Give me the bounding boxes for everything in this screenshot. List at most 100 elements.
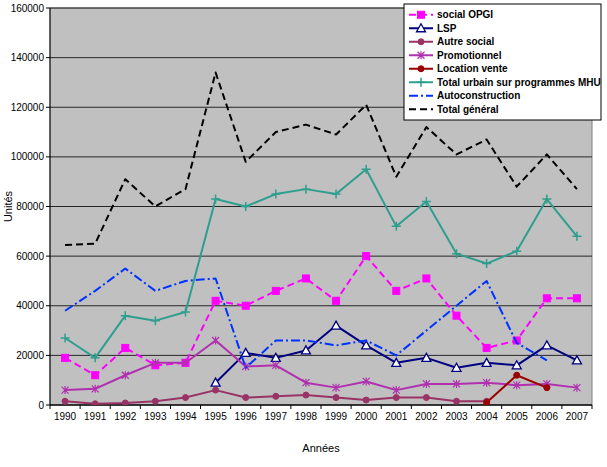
y-tick	[46, 405, 50, 406]
x-tick-boundary	[411, 405, 412, 409]
x-tick-label: 1999	[325, 411, 348, 422]
point	[122, 344, 129, 351]
point	[482, 358, 491, 366]
legend-marker	[417, 24, 426, 32]
point	[363, 397, 369, 403]
series-line	[65, 73, 577, 245]
legend-label: social OPGI	[437, 9, 493, 20]
point	[514, 372, 520, 378]
series-line	[487, 375, 547, 402]
point	[62, 386, 69, 394]
y-tick-label: 100000	[11, 151, 45, 162]
x-tick-boundary	[441, 405, 442, 409]
legend-swatch	[409, 108, 433, 110]
x-tick-boundary	[140, 405, 141, 409]
legend-marker	[418, 66, 424, 72]
point	[542, 195, 551, 204]
point	[423, 395, 429, 401]
legend: social OPGILSPAutre socialPromotionnelLo…	[404, 4, 601, 120]
x-tick-boundary	[200, 405, 201, 409]
point	[242, 302, 249, 309]
point	[543, 295, 550, 302]
point	[303, 392, 309, 398]
x-tick-boundary	[110, 405, 111, 409]
y-tick-label: 40000	[16, 300, 44, 311]
series-group	[61, 73, 582, 405]
grid-line	[50, 305, 592, 306]
x-tick-boundary	[50, 405, 51, 409]
x-tick-boundary	[381, 405, 382, 409]
point	[122, 371, 129, 379]
legend-marker	[418, 51, 425, 59]
point	[211, 195, 220, 204]
x-tick-boundary	[592, 405, 593, 409]
legend-label: Location vente	[437, 63, 508, 74]
x-tick-label: 1996	[235, 411, 258, 422]
point	[243, 395, 249, 401]
x-tick-boundary	[321, 405, 322, 409]
x-tick-boundary	[230, 405, 231, 409]
x-tick-boundary	[290, 405, 291, 409]
point	[272, 287, 279, 294]
point	[362, 165, 371, 174]
grid-line	[50, 156, 592, 157]
y-axis-title: Unités	[2, 190, 14, 222]
legend-marker	[417, 78, 426, 87]
point	[512, 361, 521, 369]
point	[453, 312, 460, 319]
point	[92, 401, 98, 405]
legend-label: Total général	[437, 104, 499, 115]
point	[363, 377, 370, 385]
x-tick-boundary	[561, 405, 562, 409]
point	[513, 381, 520, 389]
x-tick-label: 1991	[84, 411, 107, 422]
legend-label: Promotionnel	[437, 50, 502, 61]
x-tick-boundary	[80, 405, 81, 409]
y-tick-label: 0	[38, 400, 44, 411]
point	[271, 190, 280, 199]
point	[333, 395, 339, 401]
point	[181, 307, 190, 316]
point	[453, 380, 460, 388]
x-tick-label: 1994	[174, 411, 197, 422]
point	[271, 353, 280, 361]
x-tick-label: 2006	[536, 411, 559, 422]
point	[572, 356, 581, 364]
point	[241, 348, 250, 356]
point	[122, 400, 128, 405]
point	[183, 395, 189, 401]
point	[573, 384, 580, 392]
legend-label: Total urbain sur programmes MHU	[437, 77, 601, 88]
point	[452, 363, 461, 371]
grid-line	[50, 355, 592, 356]
point	[92, 372, 99, 379]
x-tick-label: 1990	[54, 411, 77, 422]
x-tick-label: 2005	[506, 411, 529, 422]
x-tick-label: 2004	[475, 411, 498, 422]
point	[544, 385, 550, 391]
point	[362, 341, 371, 349]
point	[572, 232, 581, 241]
legend-marker	[418, 39, 424, 45]
point	[333, 297, 340, 304]
legend-marker	[418, 11, 425, 18]
point	[272, 361, 279, 369]
point	[211, 378, 220, 386]
y-tick	[46, 107, 50, 108]
legend-label: LSP	[437, 23, 457, 34]
point	[573, 295, 580, 302]
point	[212, 336, 219, 344]
point	[542, 341, 551, 349]
legend-swatch	[409, 95, 433, 97]
series-line	[65, 340, 577, 390]
x-tick-label: 2000	[355, 411, 378, 422]
point	[483, 344, 490, 351]
y-tick	[46, 57, 50, 58]
x-tick-boundary	[531, 405, 532, 409]
y-tick	[46, 305, 50, 306]
x-tick-label: 1995	[204, 411, 227, 422]
point	[333, 384, 340, 392]
y-tick-label: 120000	[11, 102, 45, 113]
point	[482, 259, 491, 268]
series-line	[65, 169, 577, 358]
